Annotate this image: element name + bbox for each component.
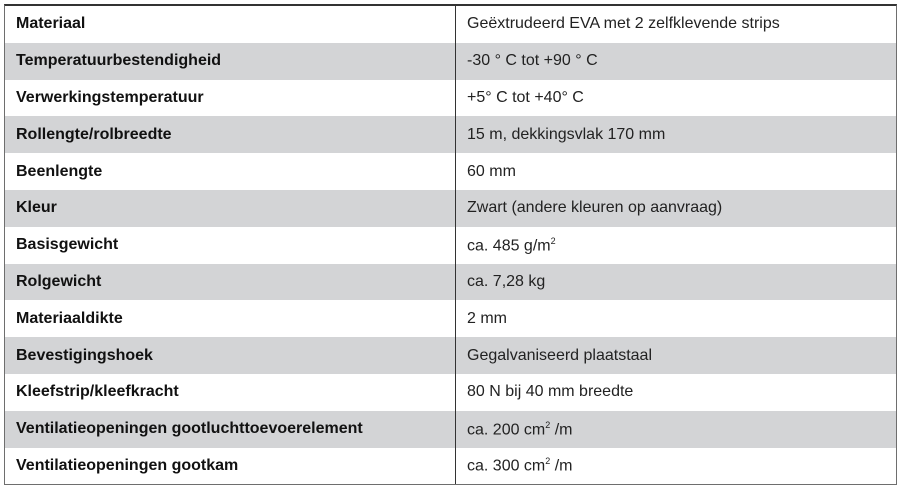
spec-value-text: 2 mm xyxy=(467,309,507,327)
spec-value: 2 mm xyxy=(456,310,896,328)
spec-value: Zwart (andere kleuren op aanvraag) xyxy=(456,199,896,217)
spec-value-text: -30 ° C tot +90 ° C xyxy=(467,52,598,70)
table-row: Materiaal Geëxtrudeerd EVA met 2 zelfklev… xyxy=(5,6,896,43)
spec-value: -30 ° C tot +90 ° C xyxy=(456,52,896,70)
table-row: Temperatuurbestendigheid -30 ° C tot +90 … xyxy=(5,42,896,80)
spec-value: 60 mm xyxy=(456,163,896,181)
spec-value-text: Gegalvaniseerd plaatstaal xyxy=(467,346,653,364)
table-row: Rolgewicht ca. 7,28 kg xyxy=(5,263,896,301)
spec-value: ca. 200 cm2 /m xyxy=(456,420,896,439)
spec-value: ca. 300 cm2 /m xyxy=(456,456,896,475)
spec-value: 80 N bij 40 mm breedte xyxy=(456,383,896,401)
spec-value: 15 m, dekkingsvlak 170 mm xyxy=(456,126,896,144)
spec-value-text: 80 N bij 40 mm breedte xyxy=(467,383,634,401)
spec-label: Ventilatieopeningen gootluchttoevoerelem… xyxy=(5,410,456,448)
spec-label: Bevestigingshoek xyxy=(5,337,456,374)
spec-table: Materiaal Geëxtrudeerd EVA met 2 zelfklev… xyxy=(4,4,897,486)
spec-label: Rolgewicht xyxy=(5,263,456,301)
spec-label: Basisgewicht xyxy=(5,226,456,264)
spec-value-text: ca. 200 cm xyxy=(467,420,546,438)
spec-label: Kleur xyxy=(5,189,456,227)
table-row: Bevestigingshoek Gegalvaniseerd plaatstaa… xyxy=(5,337,896,374)
superscript: 2 xyxy=(545,456,551,467)
table-row: Verwerkingstemperatuur +5° C tot +40° C xyxy=(5,79,896,117)
spec-value-text: Geëxtrudeerd EVA met 2 zelfklevende stri… xyxy=(467,15,780,33)
spec-value-text: ca. 300 cm xyxy=(467,457,546,475)
table-row: Ventilatieopeningen gootluchttoevoerelem… xyxy=(5,410,896,448)
spec-label: Temperatuurbestendigheid xyxy=(5,42,456,80)
spec-label: Ventilatieopeningen gootkam xyxy=(5,447,456,485)
spec-label: Verwerkingstemperatuur xyxy=(5,79,456,117)
spec-label: Rollengte/rolbreedte xyxy=(5,116,456,154)
spec-value: ca. 7,28 kg xyxy=(456,273,896,291)
spec-value-text: +5° C tot +40° C xyxy=(467,88,584,106)
spec-value: Geëxtrudeerd EVA met 2 zelfklevende stri… xyxy=(456,15,896,33)
spec-value: +5° C tot +40° C xyxy=(456,89,896,107)
unit-suffix: /m xyxy=(550,457,573,475)
spec-value-text: 60 mm xyxy=(467,162,516,180)
spec-value-text: ca. 7,28 kg xyxy=(467,272,546,290)
superscript: 2 xyxy=(550,235,556,246)
unit-suffix: /m xyxy=(550,420,573,438)
spec-value-text: ca. 485 g/m xyxy=(467,236,551,254)
table-row: Ventilatieopeningen gootkam ca. 300 cm2 /… xyxy=(5,447,896,485)
table-row: Kleefstrip/kleefkracht 80 N bij 40 mm bre… xyxy=(5,373,896,411)
table-row: Rollengte/rolbreedte 15 m, dekkingsvlak 1… xyxy=(5,116,896,154)
spec-label: Materiaal xyxy=(5,6,456,43)
spec-value-text: Zwart (andere kleuren op aanvraag) xyxy=(467,199,723,217)
table-row: Materiaaldikte 2 mm xyxy=(5,300,896,338)
superscript: 2 xyxy=(545,419,551,430)
table-row: Basisgewicht ca. 485 g/m2 xyxy=(5,226,896,264)
table-row: Kleur Zwart (andere kleuren op aanvraag) xyxy=(5,189,896,227)
spec-label: Materiaaldikte xyxy=(5,300,456,338)
spec-value: Gegalvaniseerd plaatstaal xyxy=(456,347,896,365)
spec-value: ca. 485 g/m2 xyxy=(456,236,896,255)
spec-label: Beenlengte xyxy=(5,153,456,190)
table-row: Beenlengte 60 mm xyxy=(5,153,896,190)
spec-label: Kleefstrip/kleefkracht xyxy=(5,373,456,411)
spec-value-text: 15 m, dekkingsvlak 170 mm xyxy=(467,125,666,143)
